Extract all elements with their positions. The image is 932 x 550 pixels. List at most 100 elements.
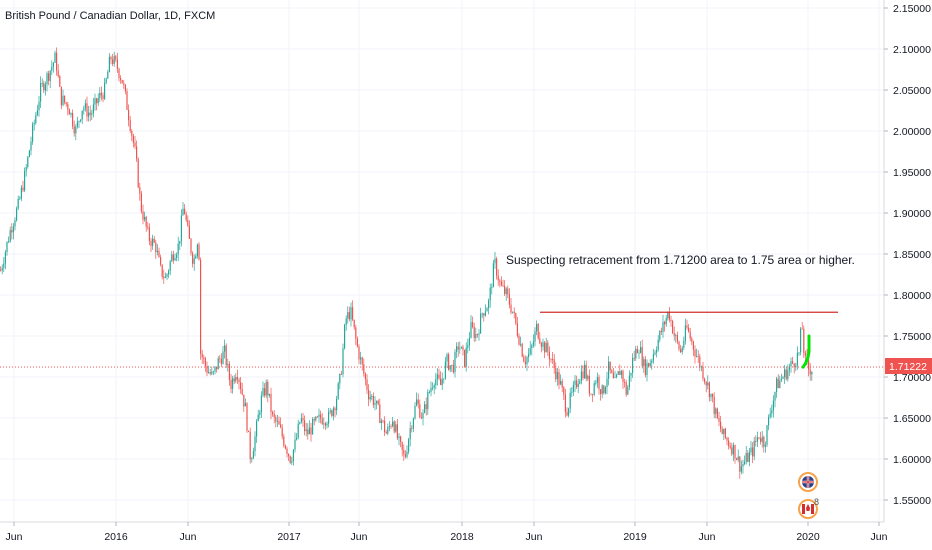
candle [388,421,390,432]
candle [505,286,507,301]
candle [145,215,147,232]
candle [532,334,534,348]
candle [582,365,584,381]
event-badges[interactable]: 8 [798,472,819,519]
candle [286,446,288,458]
candle [193,254,195,271]
time-axis[interactable]: Jun 2016 Jun 2017 Jun 2018 Jun 2019 Jun 2020 Jun [6,522,888,543]
candle [620,369,622,379]
candle [764,441,766,453]
candle [624,378,626,388]
candle [432,382,434,391]
candle [491,283,493,295]
candle [545,337,547,353]
candle [700,365,702,372]
candle [345,315,347,331]
candle [236,369,238,384]
x-tick-label: 2018 [450,531,474,543]
candle [86,96,88,122]
candle [44,81,46,96]
candle [369,390,371,403]
candle [265,379,267,399]
candle [558,368,560,390]
candle [672,319,674,334]
candle [609,361,611,374]
price-axis[interactable]: 2.15000 2.10000 2.05000 2.00000 1.95000 1.900… [884,3,931,507]
candle [515,312,517,326]
candle [284,444,286,450]
candle [752,442,754,464]
candle [326,421,328,429]
candle [768,414,770,431]
candle [580,365,582,385]
candle [779,375,781,389]
candle [654,350,656,356]
candle [761,431,763,448]
candle [304,415,306,436]
annotation-text[interactable]: Suspecting retracement from 1.71200 area… [506,253,855,267]
candle [740,460,742,475]
candle [291,456,293,466]
candle [673,326,675,341]
candle [443,378,445,384]
candle [168,269,170,279]
candle [718,411,720,427]
uk-flag-icon[interactable] [798,472,818,492]
candle [483,313,485,322]
candle [208,365,210,374]
candle [35,112,37,125]
candle [244,398,246,407]
candle [659,329,661,343]
candle [49,70,51,89]
candle [465,342,467,372]
candle [793,363,795,374]
candle [766,425,768,448]
candle [606,371,608,395]
canada-flag-icon[interactable] [798,499,818,519]
candle [372,392,374,408]
candle [553,353,555,374]
candle [401,441,403,457]
candle [235,373,237,384]
candle [400,435,402,448]
candle [308,420,310,435]
candle [4,249,6,270]
x-tick-label: Jun [526,531,543,543]
candle [24,167,26,193]
projection-arrow[interactable] [801,334,811,369]
candle [275,414,277,428]
candle [68,108,70,115]
candle [38,95,40,117]
candle [188,220,190,239]
candle [683,336,685,351]
candle [486,306,488,312]
candle [504,280,506,296]
candle [712,393,714,403]
candle [48,70,50,86]
candle [185,211,187,223]
candle [798,352,800,356]
y-tick-label: 1.85000 [893,249,931,261]
candle [102,92,104,103]
candle [750,441,752,456]
candle [305,422,307,437]
candle [123,79,125,89]
candle [155,239,157,259]
candle [257,409,259,422]
candle [638,349,640,359]
candle [425,397,427,416]
candle [80,119,82,123]
candle [571,387,573,398]
candle [422,409,424,426]
candle [384,416,386,437]
candle [241,382,243,396]
y-tick-label: 1.65000 [893,413,931,425]
candle [211,366,213,376]
candle [147,222,149,230]
candle [62,89,64,107]
candle [788,363,790,376]
candle [124,84,126,95]
candle [385,429,387,434]
candle [337,381,339,400]
